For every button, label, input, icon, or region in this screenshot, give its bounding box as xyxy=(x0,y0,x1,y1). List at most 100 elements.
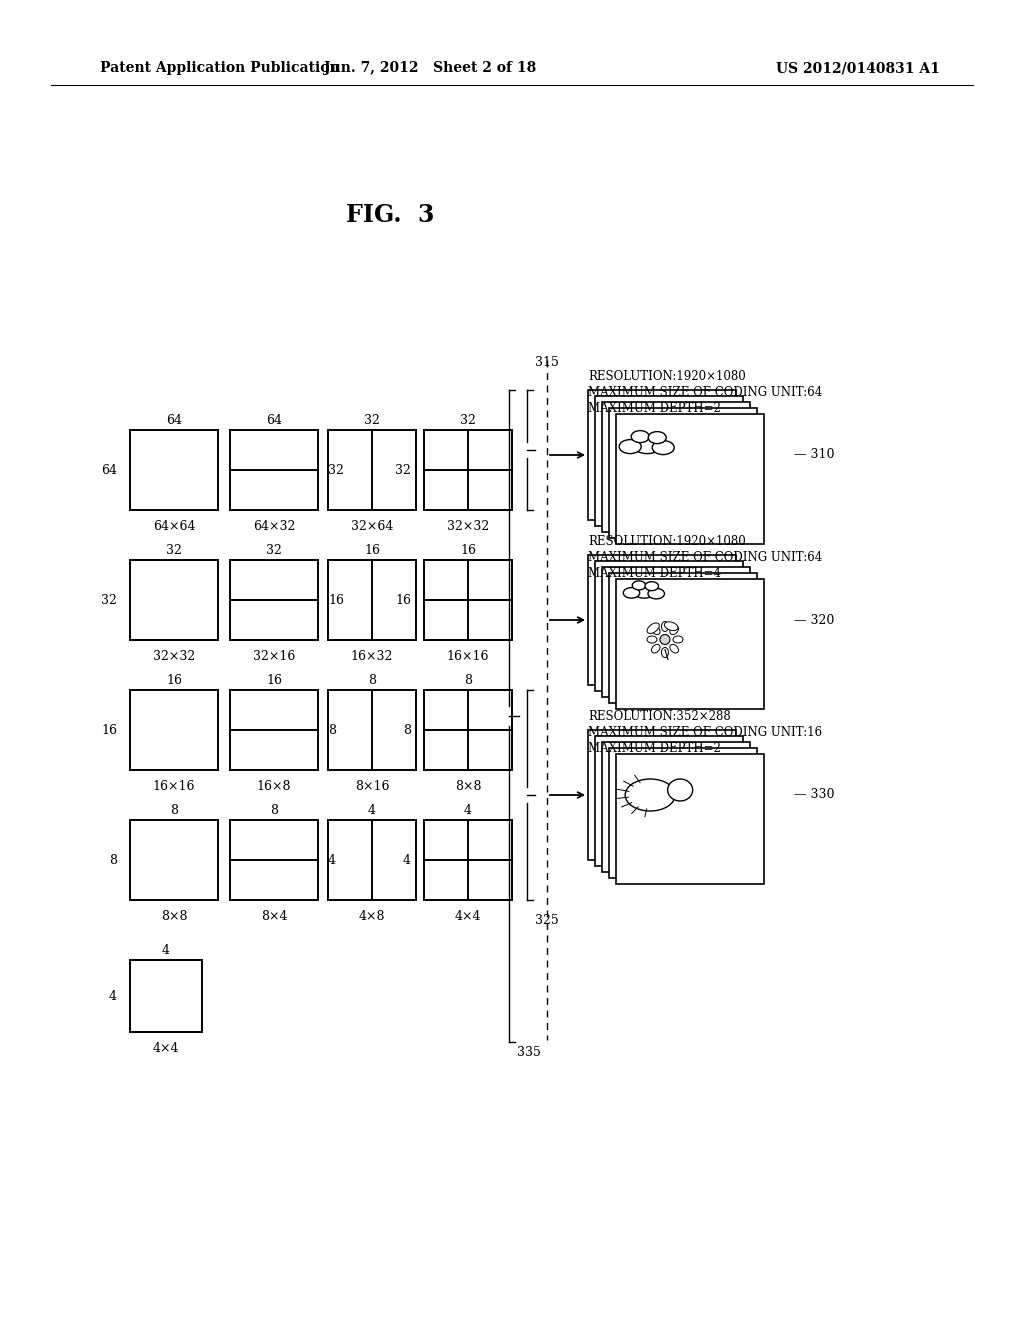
Ellipse shape xyxy=(632,436,663,454)
Text: Jun. 7, 2012   Sheet 2 of 18: Jun. 7, 2012 Sheet 2 of 18 xyxy=(324,61,537,75)
Bar xyxy=(130,820,218,900)
Ellipse shape xyxy=(624,587,640,598)
Text: US 2012/0140831 A1: US 2012/0140831 A1 xyxy=(776,61,940,75)
Ellipse shape xyxy=(668,779,692,801)
Bar xyxy=(130,430,218,510)
Text: 64: 64 xyxy=(101,463,117,477)
Text: MAXIMUM SIZE OF CODING UNIT:64: MAXIMUM SIZE OF CODING UNIT:64 xyxy=(588,550,822,564)
Text: 4: 4 xyxy=(403,854,411,866)
Text: 16: 16 xyxy=(328,594,344,606)
Bar xyxy=(230,820,318,900)
Text: 16: 16 xyxy=(395,594,411,606)
Ellipse shape xyxy=(670,644,679,653)
Text: MAXIMUM SIZE OF CODING UNIT:64: MAXIMUM SIZE OF CODING UNIT:64 xyxy=(588,385,822,399)
Text: 4×4: 4×4 xyxy=(153,1041,179,1055)
Text: 4: 4 xyxy=(464,804,472,817)
Text: MAXIMUM SIZE OF CODING UNIT:16: MAXIMUM SIZE OF CODING UNIT:16 xyxy=(588,726,822,739)
Text: 4×8: 4×8 xyxy=(358,909,385,923)
Text: 4: 4 xyxy=(162,944,170,957)
Text: 64×32: 64×32 xyxy=(253,520,295,532)
Text: RESOLUTION:1920×1080: RESOLUTION:1920×1080 xyxy=(588,370,745,383)
Text: 16: 16 xyxy=(364,544,380,557)
Text: 8: 8 xyxy=(170,804,178,817)
Text: 64: 64 xyxy=(166,413,182,426)
Text: 16: 16 xyxy=(101,723,117,737)
Bar xyxy=(130,960,202,1032)
Text: 32×32: 32×32 xyxy=(153,649,196,663)
Text: 335: 335 xyxy=(517,1045,541,1059)
Text: 8×16: 8×16 xyxy=(354,780,389,792)
Ellipse shape xyxy=(620,440,641,454)
Text: 8: 8 xyxy=(464,673,472,686)
Text: 4: 4 xyxy=(368,804,376,817)
Text: 32×64: 32×64 xyxy=(351,520,393,532)
Bar xyxy=(230,560,318,640)
Bar xyxy=(424,690,512,770)
Ellipse shape xyxy=(662,622,669,631)
Bar xyxy=(609,573,757,704)
Text: 8×8: 8×8 xyxy=(161,909,187,923)
Bar xyxy=(602,568,750,697)
Text: MAXIMUM DEPTH=4: MAXIMUM DEPTH=4 xyxy=(588,568,721,579)
Text: RESOLUTION:1920×1080: RESOLUTION:1920×1080 xyxy=(588,535,745,548)
Text: 8×4: 8×4 xyxy=(261,909,288,923)
Ellipse shape xyxy=(632,581,646,590)
Ellipse shape xyxy=(647,623,659,634)
Text: 64×64: 64×64 xyxy=(153,520,196,532)
Ellipse shape xyxy=(662,648,669,657)
Text: 8: 8 xyxy=(109,854,117,866)
Text: 32: 32 xyxy=(266,544,282,557)
Text: 32: 32 xyxy=(365,413,380,426)
Bar xyxy=(595,396,743,525)
Text: 16×16: 16×16 xyxy=(446,649,489,663)
Ellipse shape xyxy=(652,441,674,454)
Ellipse shape xyxy=(626,779,675,810)
Bar xyxy=(602,403,750,532)
Bar xyxy=(424,820,512,900)
Ellipse shape xyxy=(651,626,660,635)
Bar xyxy=(616,754,764,884)
Bar xyxy=(230,430,318,510)
Bar xyxy=(595,737,743,866)
Text: — 330: — 330 xyxy=(794,788,835,801)
Bar xyxy=(424,430,512,510)
Ellipse shape xyxy=(665,622,678,631)
Bar xyxy=(328,560,416,640)
Bar xyxy=(616,414,764,544)
Ellipse shape xyxy=(647,636,657,643)
Text: RESOLUTION:352×288: RESOLUTION:352×288 xyxy=(588,710,731,723)
Bar xyxy=(588,389,736,520)
Text: MAXIMUM DEPTH=2: MAXIMUM DEPTH=2 xyxy=(588,742,721,755)
Text: 325: 325 xyxy=(535,913,559,927)
Bar xyxy=(328,820,416,900)
Text: 8: 8 xyxy=(270,804,278,817)
Text: 32: 32 xyxy=(395,463,411,477)
Text: 8×8: 8×8 xyxy=(455,780,481,792)
Bar xyxy=(588,554,736,685)
Text: 16: 16 xyxy=(460,544,476,557)
Bar xyxy=(588,730,736,861)
Ellipse shape xyxy=(631,430,649,442)
Bar xyxy=(230,690,318,770)
Bar xyxy=(130,690,218,770)
Text: — 320: — 320 xyxy=(794,614,835,627)
Text: 32: 32 xyxy=(460,413,476,426)
Text: Patent Application Publication: Patent Application Publication xyxy=(100,61,340,75)
Bar xyxy=(609,748,757,878)
Text: 4: 4 xyxy=(328,854,336,866)
Text: 315: 315 xyxy=(535,356,559,370)
Bar xyxy=(616,579,764,709)
Bar xyxy=(328,430,416,510)
Ellipse shape xyxy=(645,582,658,590)
Ellipse shape xyxy=(648,432,667,444)
Bar xyxy=(602,742,750,873)
Text: 32×16: 32×16 xyxy=(253,649,295,663)
Ellipse shape xyxy=(651,644,660,653)
Text: 32: 32 xyxy=(101,594,117,606)
Ellipse shape xyxy=(670,626,679,635)
Ellipse shape xyxy=(648,589,665,599)
Bar xyxy=(609,408,757,539)
Text: 8: 8 xyxy=(368,673,376,686)
Text: 16: 16 xyxy=(166,673,182,686)
Text: 32: 32 xyxy=(166,544,182,557)
